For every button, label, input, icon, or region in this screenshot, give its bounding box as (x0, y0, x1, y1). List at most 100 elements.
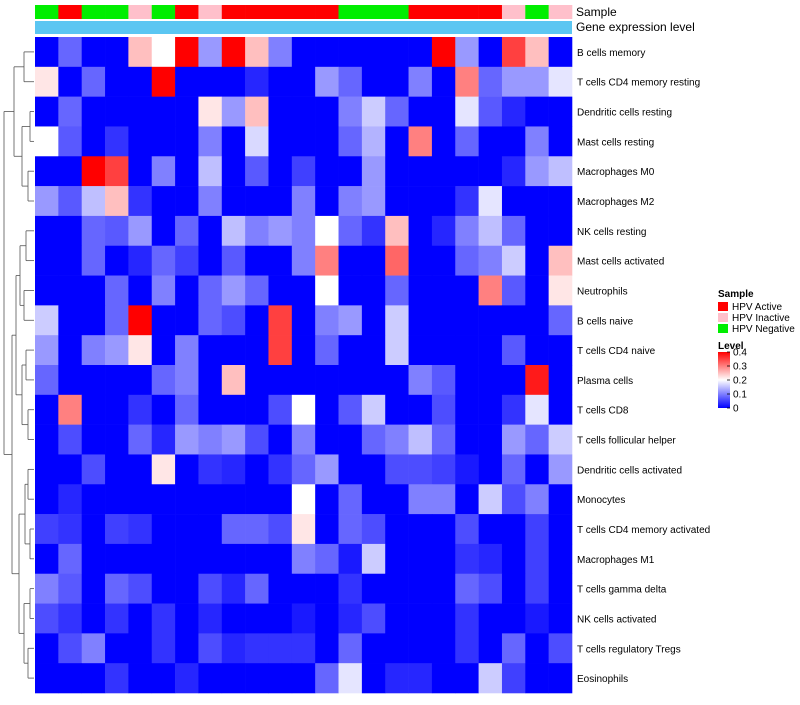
heatmap-cell (35, 275, 59, 306)
heatmap-cell (198, 37, 223, 68)
heatmap-cell (221, 215, 246, 247)
heatmap-cell (221, 156, 246, 187)
heatmap-cell (478, 365, 503, 396)
heatmap-cell (361, 573, 386, 604)
heatmap-cell (431, 633, 456, 664)
heatmap-cell (338, 215, 363, 247)
heatmap-cell (501, 514, 526, 545)
heatmap-cell (105, 186, 129, 217)
heatmap-cell (338, 543, 363, 575)
heatmap-cell (151, 156, 176, 187)
heatmap-cell (385, 186, 409, 217)
heatmap-cell (385, 543, 409, 575)
heatmap-cell (431, 245, 456, 276)
heatmap-cell (501, 305, 526, 336)
heatmap-cell (501, 335, 526, 366)
heatmap-cell (105, 37, 129, 68)
heatmap-cell (35, 245, 59, 276)
heatmap-cell (548, 454, 573, 485)
heatmap-cell (175, 394, 199, 425)
heatmap-cell (58, 126, 82, 157)
heatmap-cell (548, 663, 573, 694)
heatmap-cell (431, 543, 456, 575)
heatmap-cell (455, 186, 479, 217)
heatmap-cell (175, 424, 199, 455)
heatmap-cell (501, 603, 526, 634)
heatmap-cell (315, 454, 339, 485)
heatmap-cell (245, 186, 269, 217)
heatmap-cell (525, 424, 549, 455)
heatmap-cell (338, 186, 363, 217)
heatmap-cell (128, 573, 153, 604)
heatmap-cell (548, 215, 573, 247)
sample-annotation-cell (198, 5, 223, 19)
heatmap-cell (81, 543, 106, 575)
heatmap-cell (58, 603, 82, 634)
heatmap-cell (151, 215, 176, 247)
heatmap-cell (408, 66, 433, 97)
heatmap-cell (455, 603, 479, 634)
heatmap-cell (548, 126, 573, 157)
legend-level-tick-label: 0.3 (733, 362, 747, 373)
row-dendrogram (3, 51, 34, 679)
heatmap-cell (198, 305, 223, 336)
heatmap-cell (431, 156, 456, 187)
heatmap-cell (315, 633, 339, 664)
sample-annotation-cell (35, 5, 59, 19)
heatmap-cell (221, 126, 246, 157)
track-label-sample: Sample (576, 5, 617, 19)
heatmap-cell (291, 335, 316, 366)
heatmap-cell (291, 514, 316, 545)
heatmap-cell (198, 454, 223, 485)
heatmap-cell (501, 484, 526, 515)
heatmap-cell (338, 156, 363, 187)
heatmap-cell (548, 66, 573, 97)
heatmap-cell (268, 66, 293, 97)
heatmap-cell (58, 245, 82, 276)
heatmap-cell (455, 37, 479, 68)
heatmap-cell (315, 156, 339, 187)
row-label: T cells CD4 memory activated (577, 525, 710, 536)
heatmap-cell (408, 484, 433, 515)
heatmap-cell (361, 424, 386, 455)
heatmap-cell (525, 305, 549, 336)
heatmap-cell (548, 484, 573, 515)
heatmap-cell (361, 633, 386, 664)
heatmap-cell (35, 335, 59, 366)
heatmap-cell (548, 96, 573, 127)
row-label: NK cells resting (577, 227, 646, 238)
heatmap-cell (548, 305, 573, 336)
heatmap-cell (338, 275, 363, 306)
heatmap-cell (315, 96, 339, 127)
heatmap-cell (268, 424, 293, 455)
heatmap-cell (35, 514, 59, 545)
row-label: B cells memory (577, 48, 645, 59)
heatmap-cell (315, 603, 339, 634)
heatmap-cell (525, 186, 549, 217)
legend-entry-label: HPV Negative (732, 324, 795, 335)
sample-annotation-cell (455, 5, 479, 19)
heatmap-cell (548, 335, 573, 366)
heatmap-cell (105, 484, 129, 515)
heatmap-cell (58, 215, 82, 247)
heatmap-cell (525, 156, 549, 187)
heatmap-cell (361, 603, 386, 634)
sample-annotation-cell (175, 5, 199, 19)
heatmap-cell (431, 484, 456, 515)
heatmap-cell (268, 156, 293, 187)
heatmap-cell (385, 514, 409, 545)
heatmap-cell (385, 96, 409, 127)
heatmap-cell (315, 514, 339, 545)
heatmap-cell (338, 394, 363, 425)
legend-swatch (718, 324, 728, 333)
heatmap-cell (455, 573, 479, 604)
heatmap-cell (35, 186, 59, 217)
heatmap-cell (478, 514, 503, 545)
heatmap-cell (35, 215, 59, 247)
legend-swatch (718, 313, 728, 322)
heatmap-cell (408, 454, 433, 485)
sample-annotation-cell (385, 5, 409, 19)
row-label: T cells CD4 memory resting (577, 78, 700, 89)
